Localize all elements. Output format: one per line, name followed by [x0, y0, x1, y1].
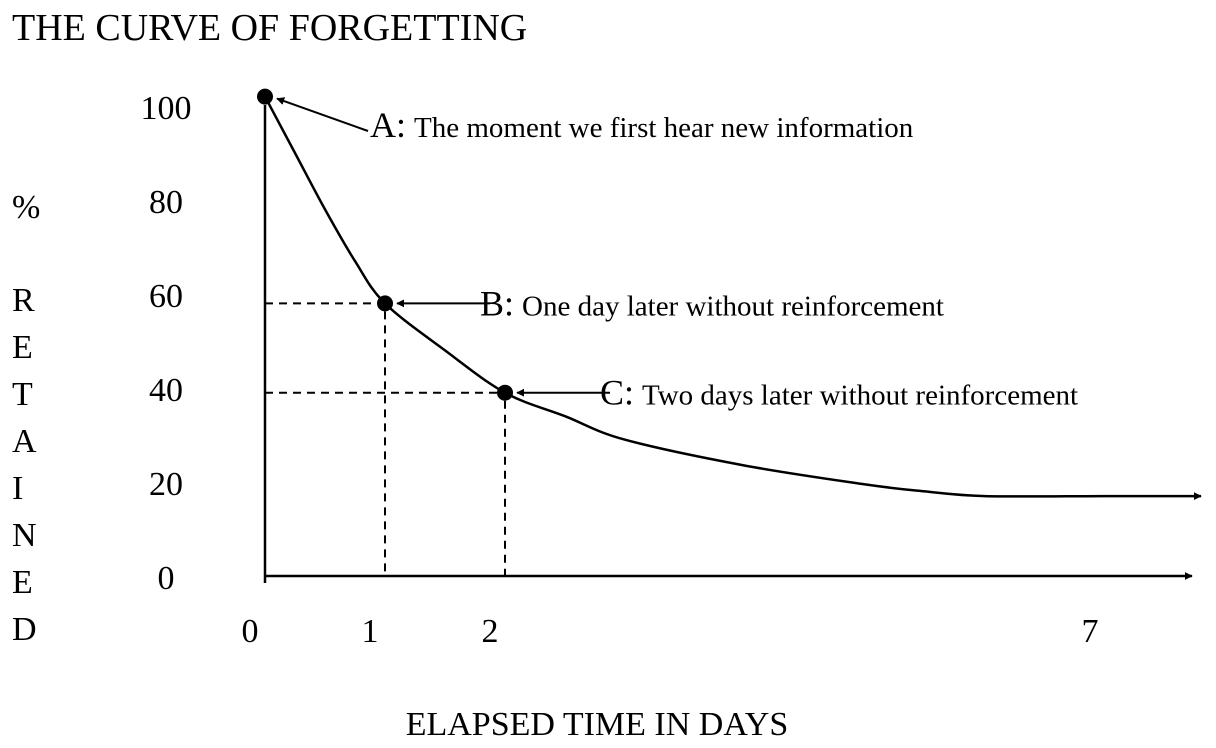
point-b-letter: B:	[480, 283, 514, 323]
point-b-text: One day later without reinforcement	[522, 290, 944, 322]
x-tick-label: 0	[242, 613, 259, 650]
point-annotations: A: The moment we first hear new informati…	[276, 97, 1078, 413]
y-tick-label: 60	[149, 278, 183, 315]
y-axis-label-letter: T	[12, 376, 33, 413]
point-b-marker	[377, 295, 393, 312]
point-c-text: Two days later without reinforcement	[642, 380, 1078, 412]
x-tick-label: 1	[362, 613, 379, 650]
y-axis-label-letter: R	[12, 282, 35, 319]
point-a-marker	[257, 88, 273, 105]
y-tick-label: 80	[149, 184, 183, 221]
point-c-annotation: C: Two days later without reinforcement	[600, 373, 1078, 413]
chart-title: THE CURVE OF FORGETTING	[12, 7, 527, 49]
y-axis-percent-label: %	[12, 189, 40, 226]
y-axis-tick-labels: 0 20 40 60 80 100	[141, 90, 192, 597]
forgetting-curve-line	[263, 96, 1202, 501]
y-axis-label-letter: E	[12, 329, 33, 366]
y-axis-label-letter: N	[12, 517, 37, 554]
highlighted-points	[257, 88, 513, 401]
y-tick-label: 100	[141, 90, 192, 127]
y-axis-label-letter: D	[12, 611, 37, 648]
point-a-text: The moment we first hear new information	[414, 112, 914, 144]
point-a-letter: A:	[370, 105, 406, 145]
x-tick-label: 7	[1082, 613, 1099, 650]
point-b-annotation: B: One day later without reinforcement	[480, 283, 944, 323]
point-c-letter: C:	[600, 373, 634, 413]
y-axis-label-letter: E	[12, 564, 33, 601]
point-a-annotation: A: The moment we first hear new informati…	[370, 105, 914, 145]
y-tick-label: 0	[158, 560, 175, 597]
x-tick-label: 2	[482, 613, 499, 650]
dashed-guide-lines	[265, 302, 506, 576]
x-axis-label: ELAPSED TIME IN DAYS	[406, 706, 789, 743]
x-axis-tick-labels: 0 1 2 7	[242, 613, 1099, 650]
y-tick-label: 40	[149, 372, 183, 409]
y-axis-label-letter: A	[12, 423, 37, 460]
y-tick-label: 20	[149, 466, 183, 503]
y-axis-label-letter: I	[12, 470, 23, 507]
point-a-arrow	[276, 97, 369, 132]
point-c-marker	[497, 384, 513, 401]
